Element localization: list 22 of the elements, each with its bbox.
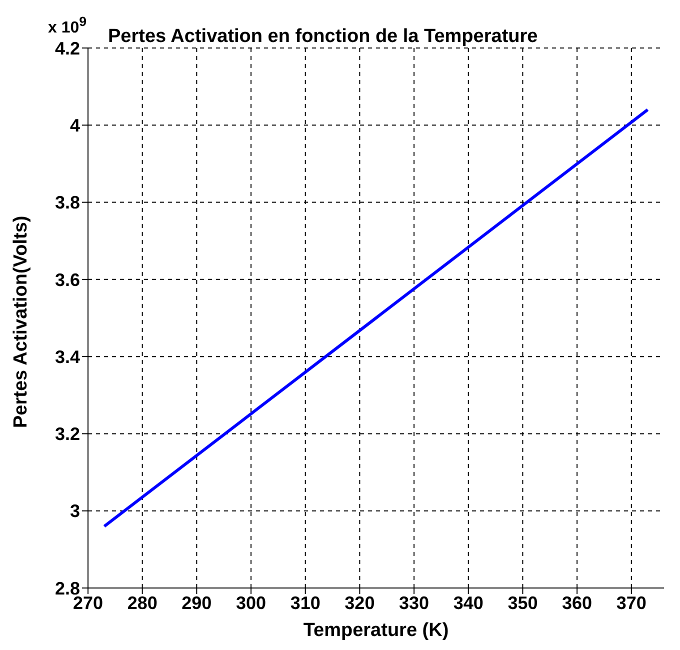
y-axis-title: Pertes Activation(Volts): [10, 216, 32, 428]
x-tick-label: 280: [127, 592, 158, 613]
y-tick-label: 3.6: [54, 270, 80, 290]
y-tick-label: 4.2: [54, 38, 80, 58]
y-tick-label: 3.2: [54, 424, 80, 444]
x-tick-label: 290: [182, 592, 212, 613]
chart-title: Pertes Activation en fonction de la Temperature: [108, 26, 538, 48]
x-tick-label: 340: [453, 592, 484, 613]
x-axis-title: Temperature (K): [303, 620, 449, 641]
y-tick-label: 3.4: [54, 346, 80, 367]
x-tick-label: 300: [236, 592, 266, 613]
x-tick-label: 310: [290, 592, 320, 613]
x-tick-label: 360: [562, 592, 592, 613]
x-tick-label: 320: [344, 592, 375, 613]
x-tick-label: 330: [399, 592, 430, 613]
text: x 10$^{9}$: [48, 14, 87, 38]
y-tick-label: 4: [70, 116, 80, 136]
y-tick-label: 3: [70, 501, 80, 522]
x-tick-label: 370: [616, 592, 646, 613]
line-series: [102, 108, 650, 528]
y-tick-label: 3.8: [54, 192, 80, 213]
x-tick-label: 350: [508, 592, 538, 613]
